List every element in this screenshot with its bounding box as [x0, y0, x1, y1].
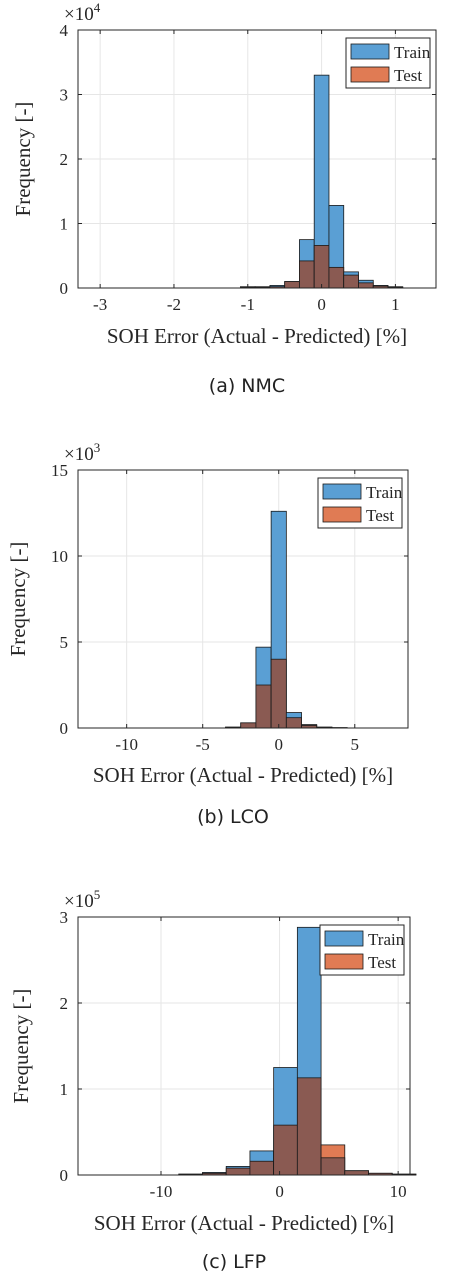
legend: Train Test: [319, 924, 405, 976]
legend-label-test: Test: [368, 953, 396, 972]
legend-label-test: Test: [366, 506, 394, 525]
figure-caption: (b) LCO: [197, 806, 269, 828]
train-bar: [320, 1157, 346, 1176]
x-tick-label: -1: [241, 295, 255, 314]
test-bar: [240, 722, 257, 729]
chart-panel-2: -10 -5 0 5 0 5 10 15×103 SOH Error (Actual - Pre…: [6, 440, 409, 828]
test-bar: [296, 1077, 322, 1176]
y-tick-label: 2: [60, 150, 69, 169]
axis-multiplier-exponent: 5: [94, 887, 101, 902]
test-bar: [273, 1124, 298, 1176]
x-tick-label: -10: [115, 735, 138, 754]
test-bar: [343, 274, 359, 289]
x-tick-label: -2: [167, 295, 181, 314]
x-tick-label: 5: [351, 735, 360, 754]
x-tick-label: 0: [317, 295, 326, 314]
figure-caption: (a) NMC: [209, 375, 285, 397]
axis-multiplier-exponent: 4: [94, 0, 101, 15]
y-tick-label: 1: [60, 215, 69, 234]
legend-swatch-test: [322, 506, 362, 523]
y-tick-label: 1: [60, 1080, 69, 1099]
x-tick-label: 1: [391, 295, 400, 314]
test-bar: [249, 1160, 275, 1176]
y-axis-label: Frequency [-]: [9, 989, 33, 1104]
y-tick-label: 3: [60, 908, 69, 927]
y-axis-label: Frequency [-]: [6, 542, 30, 657]
axis-multiplier: ×104: [64, 0, 101, 25]
legend-swatch-test: [350, 66, 390, 83]
chart-panel-1: -3 -2 -1 0 1 0 1 2 3 4×104 SOH Error (Actual - Pre…: [11, 0, 437, 397]
test-bar: [284, 281, 300, 289]
x-axis-label: SOH Error (Actual - Predicted) [%]: [93, 763, 393, 787]
test-bar: [344, 1170, 369, 1176]
test-bar: [313, 245, 330, 289]
y-tick-label: 5: [60, 633, 69, 652]
y-tick-label: 0: [60, 279, 69, 298]
y-tick-label: 2: [60, 994, 69, 1013]
y-axis-label: Frequency [-]: [11, 102, 35, 217]
legend-label-test: Test: [394, 66, 422, 85]
test-bar: [358, 282, 374, 289]
legend-label-train: Train: [366, 483, 403, 502]
y-tick-label: 15: [51, 461, 68, 480]
legend: Train Test: [345, 37, 431, 89]
x-axis-label: SOH Error (Actual - Predicted) [%]: [94, 1211, 394, 1235]
test-bar: [285, 717, 302, 729]
legend-swatch-train: [324, 930, 364, 947]
y-tick-label: 0: [60, 719, 69, 738]
x-tick-label: -3: [93, 295, 107, 314]
x-tick-label: 10: [390, 1182, 407, 1201]
y-tick-label: 4: [60, 21, 69, 40]
legend-swatch-test: [324, 953, 364, 970]
axes-frame: [77, 916, 411, 1176]
test-bar: [225, 1167, 251, 1176]
y-tick-label: 3: [60, 86, 69, 105]
x-axis-label: SOH Error (Actual - Predicted) [%]: [107, 324, 407, 348]
x-tick-label: 0: [275, 1182, 284, 1201]
figure-caption: (c) LFP: [202, 1251, 266, 1273]
legend-swatch-train: [350, 43, 390, 60]
x-tick-label: -5: [196, 735, 210, 754]
x-tick-label: -10: [150, 1182, 173, 1201]
legend-swatch-train: [322, 483, 362, 500]
y-tick-label: 0: [60, 1166, 69, 1185]
y-tick-label: 10: [51, 547, 68, 566]
chart-panel-3: -10 0 10 0 1 2 3×105 SOH Error (Actual - Predic…: [9, 887, 417, 1273]
axes-frame: [77, 469, 409, 729]
test-bar: [255, 684, 272, 729]
legend-label-train: Train: [394, 43, 431, 62]
x-tick-label: 0: [274, 735, 283, 754]
test-bar: [328, 266, 345, 289]
axis-multiplier-exponent: 3: [94, 440, 101, 455]
test-bar: [299, 260, 315, 289]
axis-multiplier: ×103: [64, 440, 100, 465]
axis-multiplier: ×105: [64, 887, 100, 912]
test-bar: [270, 658, 287, 729]
legend: Train Test: [317, 477, 403, 529]
legend-label-train: Train: [368, 930, 405, 949]
